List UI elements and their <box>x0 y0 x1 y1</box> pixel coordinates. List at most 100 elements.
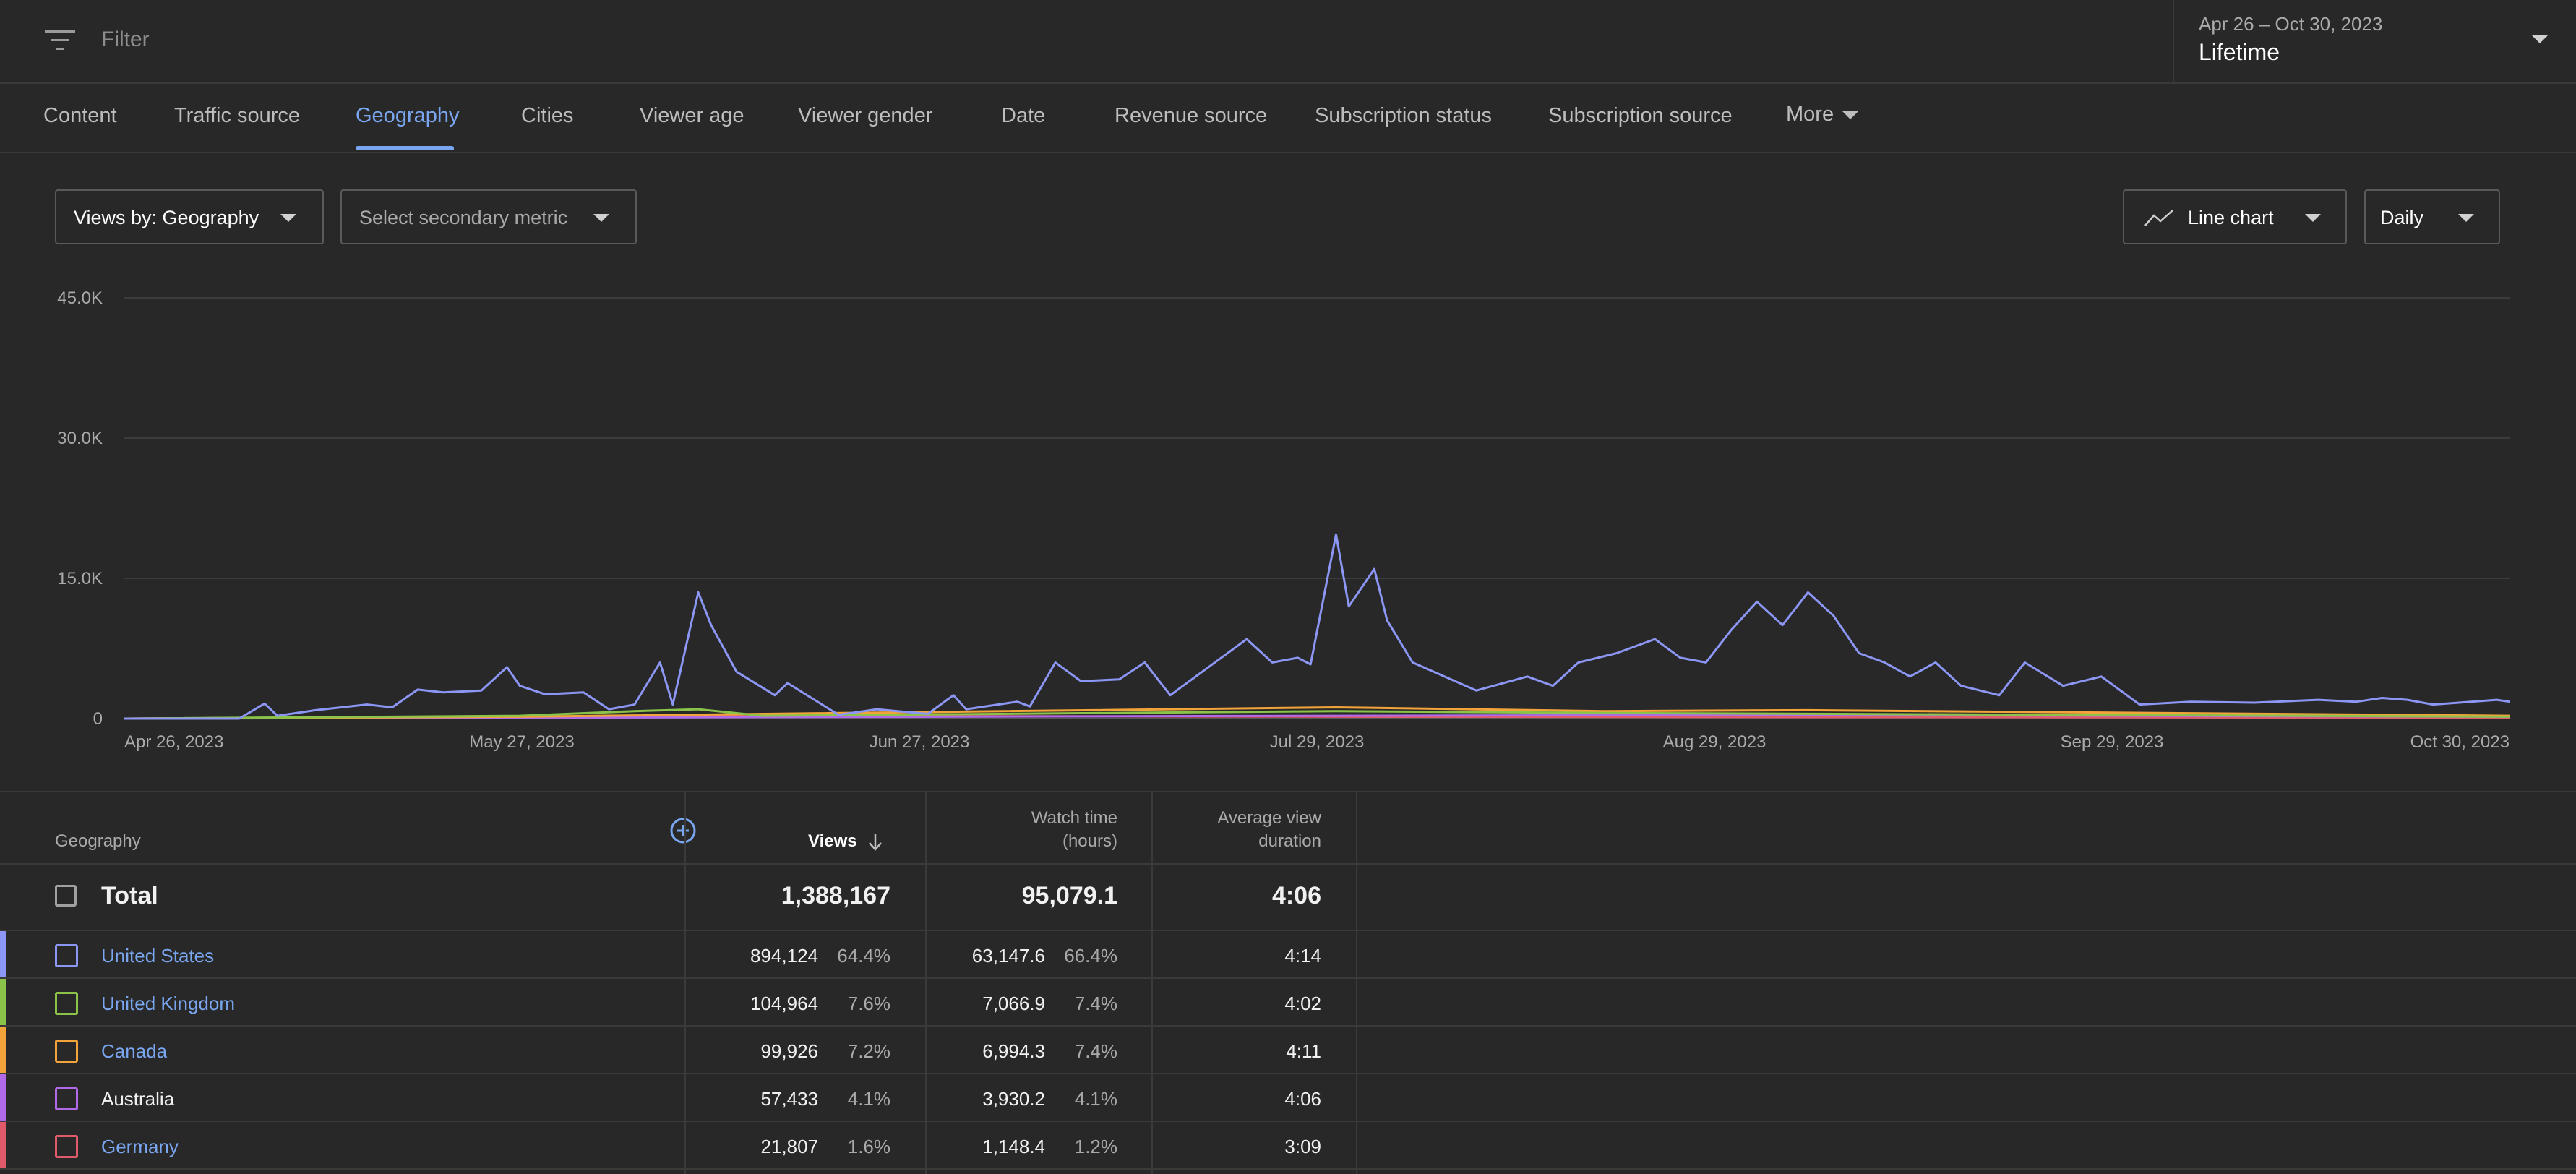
row-divider <box>0 930 2576 931</box>
avg-duration-value: 4:02 <box>1284 993 1321 1014</box>
row-divider <box>0 1025 2576 1027</box>
y-tick-label: 30.0K <box>57 429 103 448</box>
x-tick-label: Jun 27, 2023 <box>870 732 970 752</box>
row-divider <box>0 1073 2576 1074</box>
views-value: 99,926 <box>760 1040 818 1062</box>
geography-name[interactable]: United States <box>101 945 215 967</box>
total-watch-time: 95,079.1 <box>1021 882 1117 909</box>
row-checkbox[interactable] <box>55 1040 78 1063</box>
tab-content[interactable]: Content <box>43 104 117 127</box>
views-percent: 4.1% <box>847 1088 890 1110</box>
views-value: 57,433 <box>760 1088 818 1110</box>
caret-down-icon <box>593 214 609 222</box>
tab-traffic-source[interactable]: Traffic source <box>174 104 301 127</box>
row-checkbox[interactable] <box>55 1135 78 1158</box>
column-divider <box>1356 792 1357 1174</box>
total-checkbox[interactable] <box>55 885 77 907</box>
x-tick-label: Sep 29, 2023 <box>2061 732 2164 752</box>
column-header-watch-time-line1: Watch time <box>1031 808 1117 828</box>
chart-type-dropdown[interactable]: Line chart <box>2123 189 2347 244</box>
filter-bar: Filter Apr 26 – Oct 30, 2023 Lifetime <box>0 0 2576 84</box>
tab-subscription-source[interactable]: Subscription source <box>1548 104 1733 127</box>
watch-time-percent: 4.1% <box>1074 1088 1117 1110</box>
x-axis-ticks: Apr 26, 2023 May 27, 2023 Jun 27, 2023 Jul … <box>124 732 2510 752</box>
chart-series <box>124 533 2510 720</box>
column-header-watch-time-line2: (hours) <box>1062 831 1117 851</box>
primary-metric-label: Views by: Geography <box>74 207 259 228</box>
geography-name: Australia <box>101 1088 175 1110</box>
tab-cities[interactable]: Cities <box>521 104 574 127</box>
date-range-selector[interactable]: Apr 26 – Oct 30, 2023 Lifetime <box>2173 0 2576 82</box>
x-tick-label: Oct 30, 2023 <box>2410 732 2510 752</box>
tab-more-label: More <box>1786 103 1834 126</box>
sort-descending-icon[interactable] <box>867 833 883 852</box>
column-header-watch-time[interactable]: Watch time (hours) <box>927 807 1117 853</box>
tab-viewer-age[interactable]: Viewer age <box>640 104 744 127</box>
x-tick-label: Apr 26, 2023 <box>124 732 223 752</box>
y-axis-ticks: 0 15.0K 30.0K 45.0K <box>57 288 103 729</box>
watch-time-percent: 66.4% <box>1064 945 1117 967</box>
series-color-bar <box>0 1122 6 1170</box>
date-range-text: Apr 26 – Oct 30, 2023 <box>2199 13 2383 35</box>
views-percent: 1.6% <box>847 1136 890 1157</box>
y-tick-label: 0 <box>93 709 103 729</box>
row-divider <box>0 863 2576 865</box>
table-row: Germany 21,807 1.6% 1,148.4 1.2% 3:09 <box>0 1122 2576 1170</box>
tab-subscription-status[interactable]: Subscription status <box>1315 104 1493 127</box>
tab-geography[interactable]: Geography <box>356 104 460 127</box>
caret-down-icon <box>1842 111 1859 119</box>
series-color-bar <box>0 1074 6 1122</box>
column-header-views[interactable]: Views <box>808 831 857 851</box>
row-checkbox[interactable] <box>55 944 78 967</box>
views-percent: 64.4% <box>837 945 890 967</box>
table-row: Australia 57,433 4.1% 3,930.2 4.1% 4:06 <box>0 1074 2576 1122</box>
table-row: United Kingdom 104,964 7.6% 7,066.9 7.4%… <box>0 979 2576 1027</box>
row-checkbox[interactable] <box>55 992 78 1015</box>
total-label: Total <box>101 882 158 909</box>
interval-dropdown[interactable]: Daily <box>2364 189 2500 244</box>
table-row: Canada 99,926 7.2% 6,994.3 7.4% 4:11 <box>0 1027 2576 1074</box>
x-tick-label: Jul 29, 2023 <box>1270 732 1365 752</box>
tab-viewer-gender[interactable]: Viewer gender <box>798 104 933 127</box>
line-chart-icon <box>2144 210 2173 226</box>
table-row-total: Total 1,388,167 95,079.1 4:06 <box>0 865 2576 930</box>
filter-input[interactable]: Filter <box>101 27 150 51</box>
column-divider <box>1151 792 1153 1174</box>
column-divider <box>925 792 927 1174</box>
views-percent: 7.2% <box>847 1040 890 1062</box>
y-tick-label: 45.0K <box>57 288 103 308</box>
avg-duration-value: 3:09 <box>1284 1136 1321 1157</box>
column-header-geography[interactable]: Geography <box>55 831 141 851</box>
series-color-bar <box>0 931 6 979</box>
views-value: 21,807 <box>760 1136 818 1157</box>
tab-revenue-source[interactable]: Revenue source <box>1115 104 1268 127</box>
row-checkbox[interactable] <box>55 1087 78 1110</box>
active-tab-indicator <box>356 146 454 150</box>
report-tabs: Content Traffic source Geography Cities … <box>0 84 2576 153</box>
row-divider <box>0 1168 2576 1170</box>
add-metric-icon[interactable] <box>669 817 697 844</box>
watch-time-percent: 7.4% <box>1074 993 1117 1014</box>
tab-date[interactable]: Date <box>1001 104 1046 127</box>
watch-time-percent: 7.4% <box>1074 1040 1117 1062</box>
views-percent: 7.6% <box>847 993 890 1014</box>
row-divider <box>0 977 2576 979</box>
watch-time-value: 6,994.3 <box>982 1040 1045 1062</box>
tab-more[interactable]: More <box>1786 103 1859 127</box>
geography-name[interactable]: Canada <box>101 1040 168 1062</box>
date-range-label: Lifetime <box>2199 39 2280 65</box>
geography-name[interactable]: United Kingdom <box>101 993 235 1014</box>
secondary-metric-dropdown[interactable]: Select secondary metric <box>340 189 637 244</box>
interval-label: Daily <box>2380 207 2424 228</box>
filter-icon[interactable] <box>45 27 75 53</box>
geography-name[interactable]: Germany <box>101 1136 179 1157</box>
series-line-united-states <box>124 533 2510 720</box>
caret-down-icon <box>2531 35 2549 43</box>
primary-metric-dropdown[interactable]: Views by: Geography <box>55 189 324 244</box>
watch-time-value: 1,148.4 <box>982 1136 1045 1157</box>
table-row: United States 894,124 64.4% 63,147.6 66.… <box>0 931 2576 979</box>
avg-duration-value: 4:06 <box>1284 1088 1321 1110</box>
total-avg-duration: 4:06 <box>1271 882 1321 909</box>
views-value: 104,964 <box>750 993 818 1014</box>
column-header-average-view-duration[interactable]: Average view duration <box>1156 807 1321 853</box>
